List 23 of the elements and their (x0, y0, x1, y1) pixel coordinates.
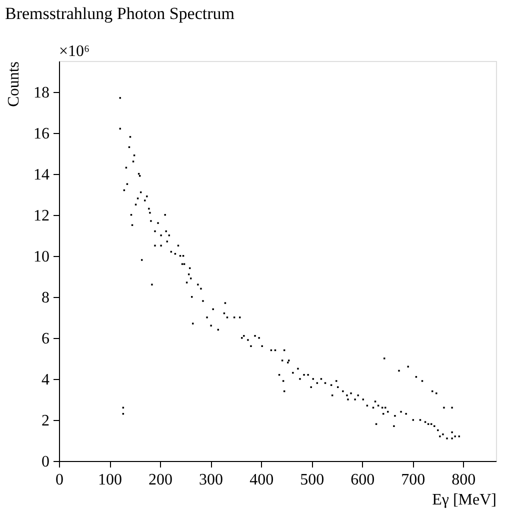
y-tick-label: 18 (34, 84, 50, 102)
x-tick-label: 100 (98, 472, 122, 488)
y-tick-label: 8 (42, 289, 50, 306)
y-tick-label: 16 (34, 125, 50, 142)
chart-title: Bremsstrahlung Photon Spectrum (5, 4, 234, 23)
x-tick-label: 500 (300, 472, 324, 488)
x-tick-label: 300 (199, 472, 224, 488)
y-tick-label: 14 (34, 166, 50, 184)
x-tick-label: 600 (350, 472, 375, 488)
y-tick-label: 10 (34, 248, 50, 266)
y-axis-title: Counts (6, 62, 22, 107)
x-tick-label: 700 (401, 472, 426, 488)
x-tick-label: 0 (56, 472, 64, 488)
y-tick-label: 2 (42, 412, 50, 430)
x-tick-label: 200 (148, 472, 173, 488)
y-tick-label: 6 (42, 330, 50, 348)
y-tick-label: 0 (42, 454, 50, 470)
y-tick-label: 12 (34, 207, 50, 224)
x-axis-title: Eγ [MeV] (432, 492, 496, 508)
x-tick-label: 400 (250, 472, 274, 488)
text: ×10⁶ (59, 43, 90, 60)
x-tick-label: 800 (452, 472, 476, 488)
y-tick-label: 4 (42, 371, 50, 388)
